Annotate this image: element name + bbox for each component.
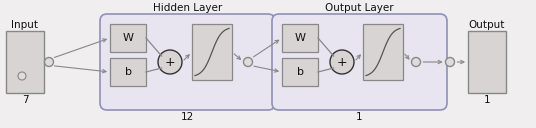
Text: 1: 1 <box>483 95 490 105</box>
Bar <box>363 24 403 80</box>
Circle shape <box>412 57 421 67</box>
Circle shape <box>44 57 54 67</box>
Bar <box>282 24 318 52</box>
Text: 1: 1 <box>356 112 363 122</box>
Text: W: W <box>294 33 306 43</box>
Text: Input: Input <box>11 20 39 30</box>
Bar <box>110 24 146 52</box>
Circle shape <box>445 57 455 67</box>
Circle shape <box>158 50 182 74</box>
Text: +: + <box>165 56 175 68</box>
FancyBboxPatch shape <box>100 14 275 110</box>
Text: b: b <box>296 67 303 77</box>
Text: Hidden Layer: Hidden Layer <box>153 3 222 13</box>
Bar <box>192 24 232 80</box>
Text: W: W <box>123 33 133 43</box>
Text: 12: 12 <box>181 112 194 122</box>
Text: Output Layer: Output Layer <box>325 3 394 13</box>
Text: +: + <box>337 56 347 68</box>
Bar <box>110 58 146 86</box>
Text: b: b <box>124 67 131 77</box>
Circle shape <box>18 72 26 80</box>
Text: 7: 7 <box>21 95 28 105</box>
FancyBboxPatch shape <box>272 14 447 110</box>
Bar <box>468 31 506 93</box>
Circle shape <box>330 50 354 74</box>
Text: Output: Output <box>469 20 505 30</box>
Bar <box>6 31 44 93</box>
Bar <box>282 58 318 86</box>
Circle shape <box>243 57 252 67</box>
